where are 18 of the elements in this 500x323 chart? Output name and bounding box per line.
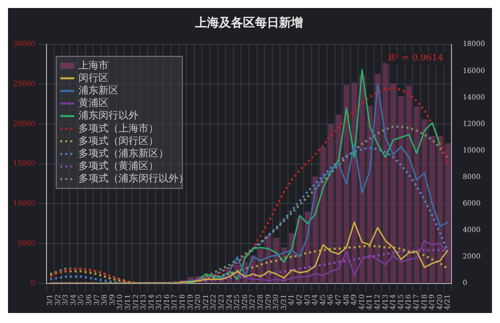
bar [445,143,451,283]
legend-label: 多项式（浦东新区） [78,147,168,160]
legend-label: 黄浦区 [78,97,108,110]
legend-label: 多项式（闵行区） [78,134,158,147]
bar [328,124,334,283]
legend-label: 多项式（黄浦区） [78,160,158,172]
bar [390,83,396,283]
legend-label: 闵行区 [78,72,108,84]
legend-label: 浦东闵行以外 [78,110,138,122]
bar [382,62,388,283]
legend-label: 浦东新区 [78,84,118,96]
legend-label: 上海市 [78,59,108,72]
chart-title: 上海及各区每日新增 [194,15,303,30]
legend-label: 多项式（浦东闵行以外） [78,172,188,185]
annotation: R² = 0.9614 [388,54,444,64]
bar [406,86,412,283]
legend-label: 多项式（上海市） [78,122,158,134]
bar [398,96,404,283]
